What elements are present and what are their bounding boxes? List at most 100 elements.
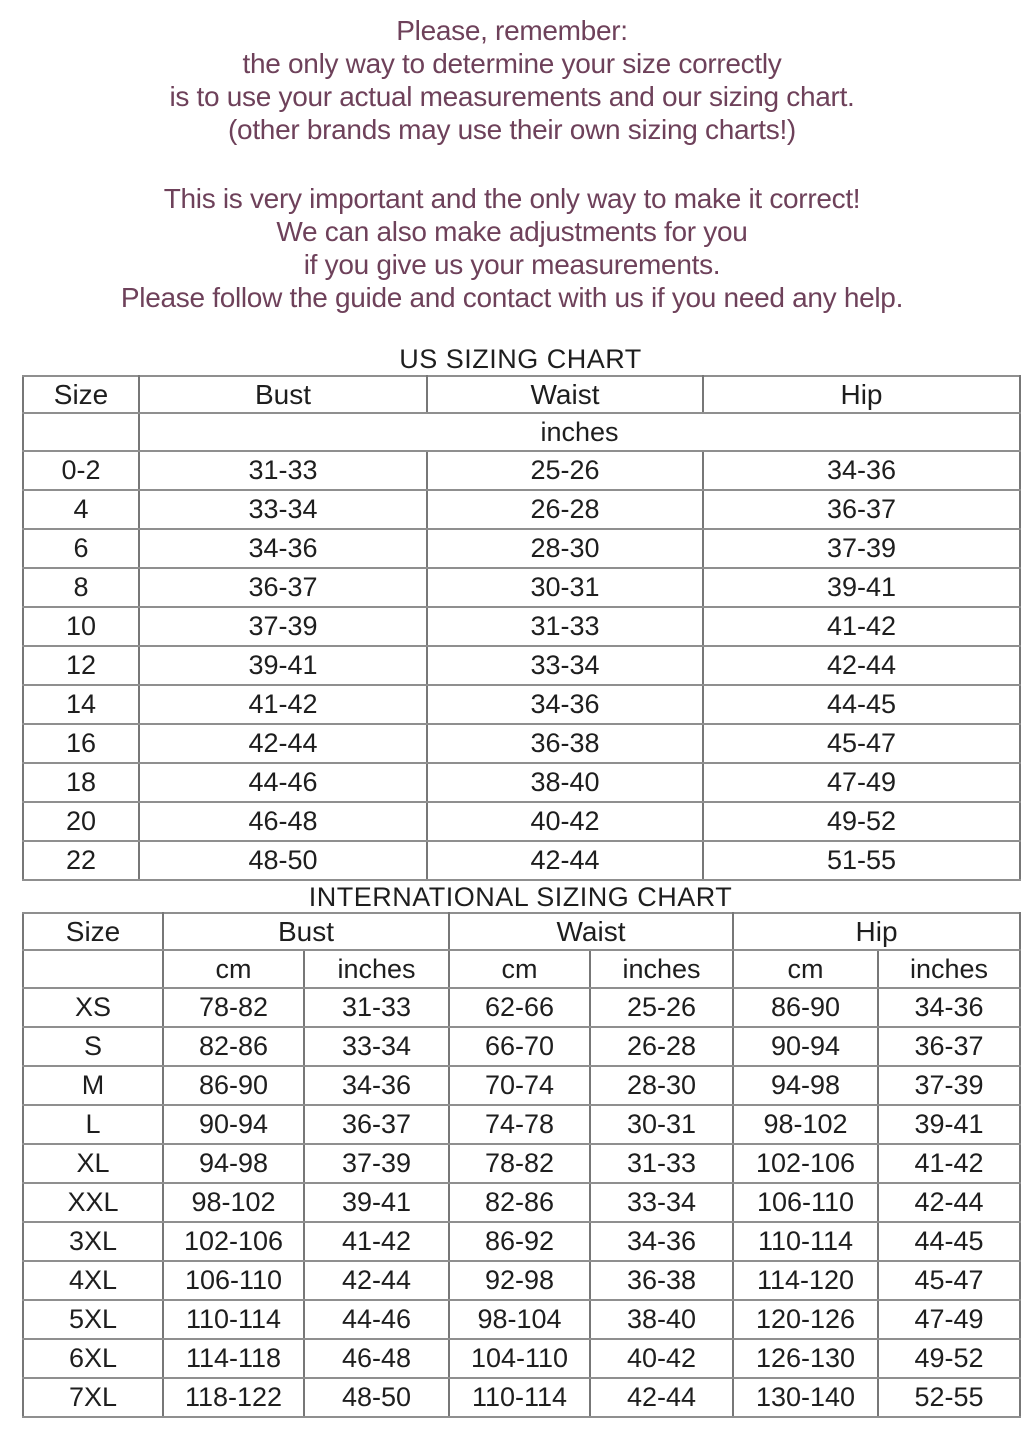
value-cell: 26-28 (426, 489, 704, 530)
size-cell: 5XL (22, 1299, 164, 1340)
intl-col-header-bust: Bust (162, 912, 450, 951)
value-cell: 37-39 (702, 528, 1021, 569)
table-row: L 90-94 36-37 74-78 30-31 98-102 39-41 (22, 1104, 1022, 1145)
value-cell: 44-46 (303, 1299, 450, 1340)
us-table-body: 0-2 31-33 25-26 34-36 4 33-34 26-28 36-37 6 34-36… (22, 450, 1021, 881)
value-cell: 114-118 (162, 1338, 305, 1379)
value-cell: 118-122 (162, 1377, 305, 1418)
value-cell: 48-50 (303, 1377, 450, 1418)
value-cell: 82-86 (448, 1182, 591, 1223)
value-cell: 37-39 (876, 1065, 1022, 1106)
value-cell: 46-48 (303, 1338, 450, 1379)
value-cell: 36-37 (702, 489, 1021, 530)
value-cell: 34-36 (876, 987, 1022, 1028)
size-cell: 7XL (22, 1377, 164, 1418)
table-row: 14 41-42 34-36 44-45 (22, 684, 1021, 725)
table-row: 12 39-41 33-34 42-44 (22, 645, 1021, 686)
international-sizing-table: Size Bust Waist Hip cm inches cm inches … (22, 912, 1022, 1418)
value-cell: 37-39 (303, 1143, 450, 1184)
intro-line: This is very important and the only way … (163, 183, 861, 214)
us-col-header-size: Size (22, 375, 140, 414)
value-cell: 49-52 (876, 1338, 1022, 1379)
value-cell: 36-37 (303, 1104, 450, 1145)
value-cell: 34-36 (303, 1065, 450, 1106)
size-cell: XXL (22, 1182, 164, 1223)
table-row: 4XL 106-110 42-44 92-98 36-38 114-120 45-47 (22, 1260, 1022, 1301)
intl-table-head: Size Bust Waist Hip cm inches cm inches … (22, 912, 1022, 989)
value-cell: 41-42 (138, 684, 428, 725)
size-cell: 16 (22, 723, 140, 764)
intro-line: (other brands may use their own sizing c… (228, 114, 796, 145)
value-cell: 47-49 (702, 762, 1021, 803)
value-cell: 42-44 (303, 1260, 450, 1301)
size-cell: 6 (22, 528, 140, 569)
value-cell: 114-120 (732, 1260, 879, 1301)
intro-line: is to use your actual measurements and o… (169, 81, 855, 112)
intl-col-header-size: Size (22, 912, 164, 951)
table-row: 3XL 102-106 41-42 86-92 34-36 110-114 44-45 (22, 1221, 1022, 1262)
value-cell: 102-106 (162, 1221, 305, 1262)
value-cell: 36-37 (138, 567, 428, 608)
size-cell: 10 (22, 606, 140, 647)
value-cell: 38-40 (589, 1299, 734, 1340)
value-cell: 33-34 (426, 645, 704, 686)
us-unit-label: inches (138, 412, 1021, 452)
size-cell: 18 (22, 762, 140, 803)
value-cell: 86-92 (448, 1221, 591, 1262)
table-row: XS 78-82 31-33 62-66 25-26 86-90 34-36 (22, 987, 1022, 1028)
value-cell: 51-55 (702, 840, 1021, 881)
intl-table-body: XS 78-82 31-33 62-66 25-26 86-90 34-36 S 82-86 33… (22, 987, 1022, 1418)
table-row: 6XL 114-118 46-48 104-110 40-42 126-130 49-52 (22, 1338, 1022, 1379)
intro-line: We can also make adjustments for you (276, 216, 748, 247)
value-cell: 31-33 (426, 606, 704, 647)
value-cell: 44-45 (702, 684, 1021, 725)
size-cell: 3XL (22, 1221, 164, 1262)
value-cell: 90-94 (162, 1104, 305, 1145)
size-cell: 20 (22, 801, 140, 842)
value-cell: 37-39 (138, 606, 428, 647)
size-cell: 4 (22, 489, 140, 530)
value-cell: 52-55 (876, 1377, 1022, 1418)
value-cell: 48-50 (138, 840, 428, 881)
value-cell: 74-78 (448, 1104, 591, 1145)
empty-cell (22, 949, 164, 989)
us-sizing-table: Size Bust Waist Hip inches 0-2 31-33 25-26… (22, 375, 1021, 881)
value-cell: 110-114 (448, 1377, 591, 1418)
table-row: 6 34-36 28-30 37-39 (22, 528, 1021, 569)
us-col-header-bust: Bust (138, 375, 428, 414)
value-cell: 31-33 (589, 1143, 734, 1184)
intro-line: Please follow the guide and contact with… (120, 282, 904, 313)
table-row: 16 42-44 36-38 45-47 (22, 723, 1021, 764)
value-cell: 39-41 (138, 645, 428, 686)
value-cell: 110-114 (732, 1221, 879, 1262)
value-cell: 39-41 (303, 1182, 450, 1223)
size-cell: M (22, 1065, 164, 1106)
value-cell: 86-90 (732, 987, 879, 1028)
table-row: 20 46-48 40-42 49-52 (22, 801, 1021, 842)
value-cell: 34-36 (702, 450, 1021, 491)
value-cell: 90-94 (732, 1026, 879, 1067)
intl-unit-hip-cm: cm (732, 949, 879, 989)
value-cell: 78-82 (162, 987, 305, 1028)
us-col-header-hip: Hip (702, 375, 1021, 414)
value-cell: 30-31 (589, 1104, 734, 1145)
intro-paragraph-1: Please, remember: the only way to determ… (0, 14, 1024, 146)
value-cell: 36-37 (876, 1026, 1022, 1067)
intro-paragraph-2: This is very important and the only way … (0, 182, 1024, 314)
table-row: 8 36-37 30-31 39-41 (22, 567, 1021, 608)
table-row: 5XL 110-114 44-46 98-104 38-40 120-126 47-49 (22, 1299, 1022, 1340)
us-col-header-waist: Waist (426, 375, 704, 414)
us-chart-title: US SIZING CHART (399, 344, 642, 374)
size-cell: 22 (22, 840, 140, 881)
table-row: 22 48-50 42-44 51-55 (22, 840, 1021, 881)
size-cell: XL (22, 1143, 164, 1184)
value-cell: 47-49 (876, 1299, 1022, 1340)
us-unit-row: inches (22, 412, 1021, 452)
value-cell: 25-26 (589, 987, 734, 1028)
table-row: XXL 98-102 39-41 82-86 33-34 106-110 42-44 (22, 1182, 1022, 1223)
value-cell: 33-34 (138, 489, 428, 530)
value-cell: 110-114 (162, 1299, 305, 1340)
value-cell: 41-42 (702, 606, 1021, 647)
intro-line: the only way to determine your size corr… (242, 48, 782, 79)
value-cell: 62-66 (448, 987, 591, 1028)
